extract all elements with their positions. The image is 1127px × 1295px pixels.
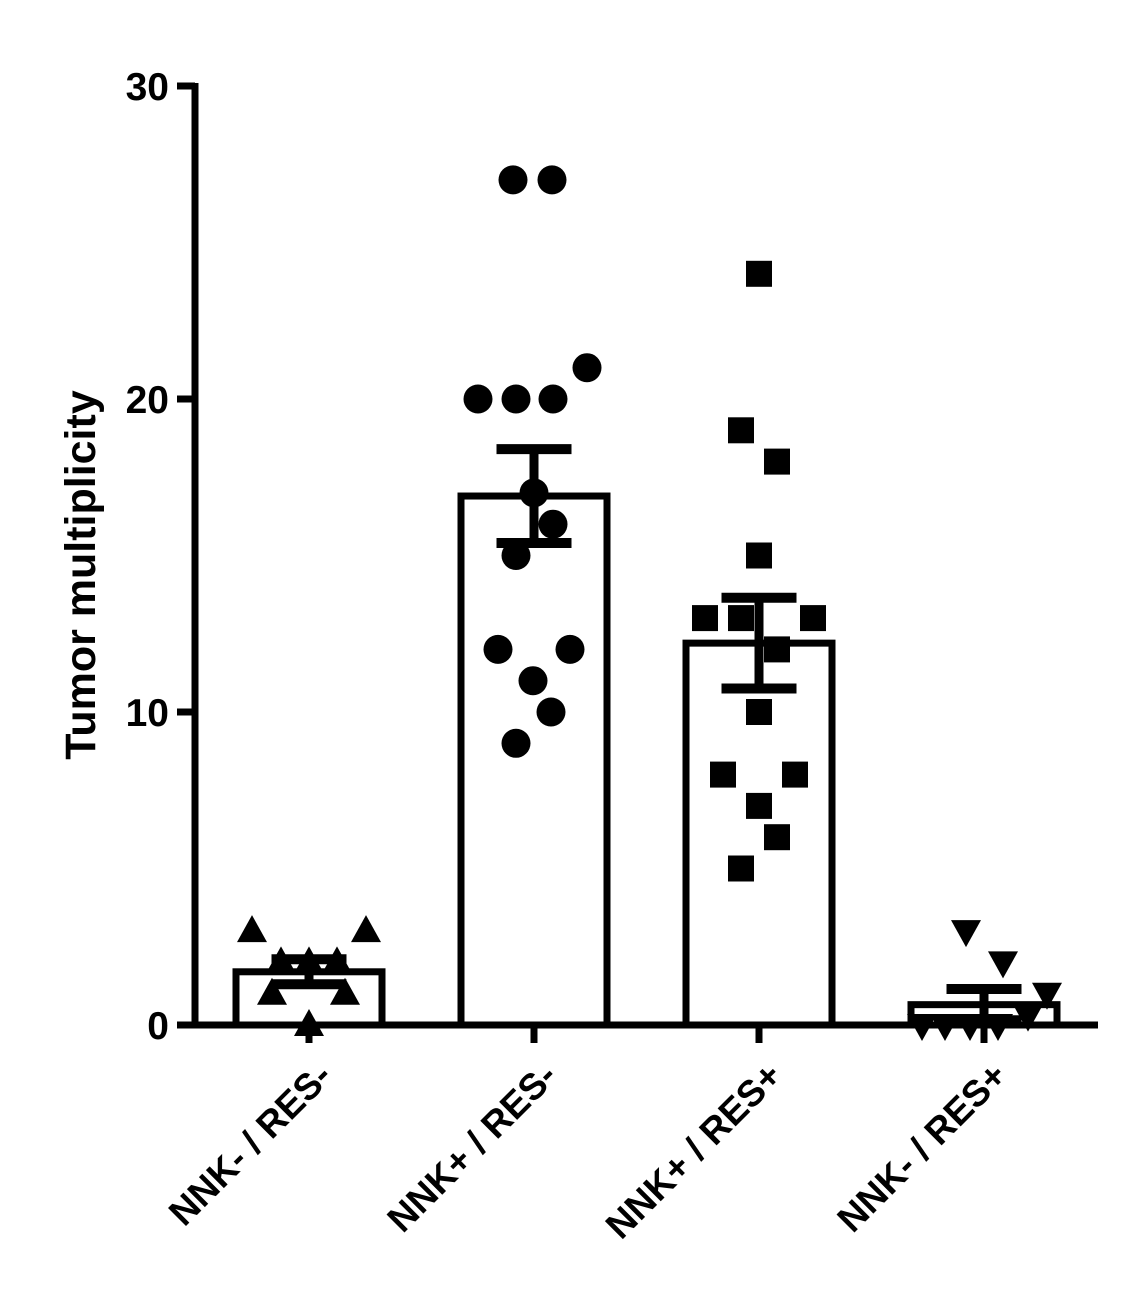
x-group-label-1: NNK- / RES- [161,1055,340,1234]
data-point-square [728,855,754,882]
bar-group-2 [457,492,611,1029]
x-group-label-2: NNK+ / RES- [379,1055,564,1240]
data-point-triangle-down [1032,982,1062,1010]
data-point-triangle-down [983,1014,1013,1041]
data-point-square [746,699,772,725]
data-point-triangle-down [1013,1004,1043,1032]
data-point-circle [501,728,531,758]
data-point-circle [536,697,566,727]
data-point-circle [555,634,585,664]
data-point-circle [572,353,602,383]
data-point-triangle-up [351,915,381,943]
data-point-circle [538,509,568,539]
data-point-circle [483,634,513,664]
data-point-square [746,260,772,287]
data-point-circle [498,165,528,195]
data-point-triangle-up [266,946,296,974]
data-point-circle [518,666,548,696]
data-point-circle [501,384,531,414]
data-point-circle [537,165,567,195]
data-point-circle [538,384,568,414]
y-tick-label: 20 [126,379,169,422]
data-point-square [800,605,826,632]
data-point-triangle-up [294,1009,324,1036]
x-group-label-4: NNK- / RES+ [829,1055,1014,1240]
data-point-triangle-down [951,920,981,948]
data-point-square [764,824,790,851]
data-point-square [692,605,718,632]
y-tick-label: 30 [126,66,169,109]
y-tick-label: 10 [126,692,169,735]
data-point-square [746,792,772,819]
data-point-triangle-up [294,946,324,974]
data-point-triangle-up [257,977,287,1005]
data-point-triangle-up [237,915,267,943]
data-point-square [764,448,790,475]
data-point-square [746,542,772,569]
data-point-square [710,761,736,788]
data-point-square [764,636,790,663]
data-point-triangle-up [330,977,360,1005]
data-point-triangle-down [930,1014,960,1041]
data-point-triangle-down [988,951,1018,979]
data-point-square [728,417,754,444]
x-group-label-3: NNK+ / RES+ [598,1055,790,1247]
plot-body: 0 10 20 30 NNK- / RES- NNK+ / RES- NNK+ / RES+… [126,66,1098,1247]
data-point-triangle-down [907,1014,937,1041]
data-point-triangle-down [955,1014,985,1041]
data-point-circle [501,541,531,570]
data-point-square [728,605,754,632]
y-tick-label: 0 [147,1005,169,1048]
data-point-circle [463,384,493,414]
data-point-circle [519,478,549,508]
y-axis-title: Tumor multiplicity [57,390,105,760]
data-point-square [782,761,808,788]
data-point-triangle-up [322,946,352,974]
